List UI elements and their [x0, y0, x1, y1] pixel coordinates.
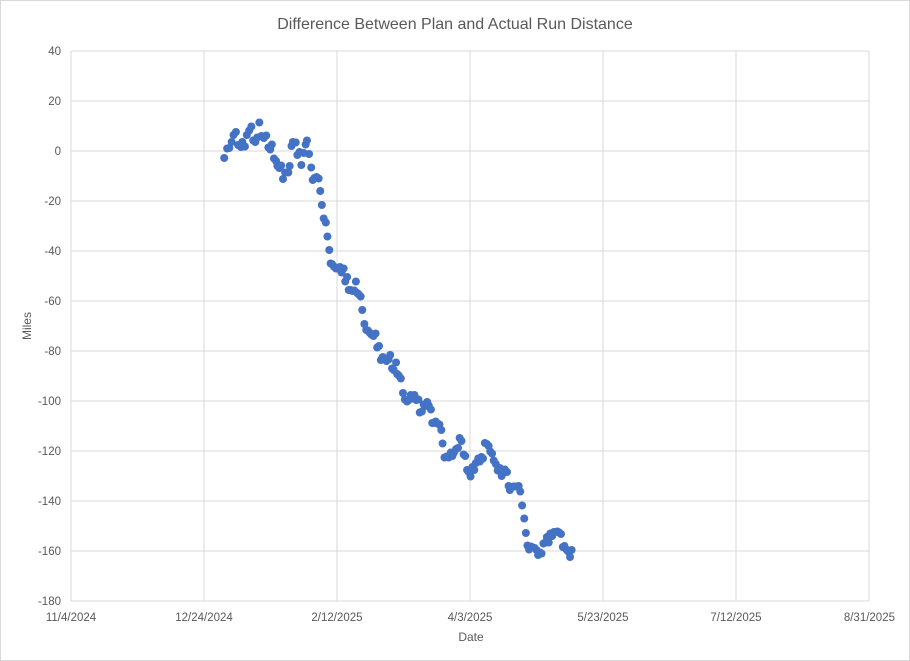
data-point	[316, 187, 325, 195]
data-point	[267, 140, 276, 149]
data-point	[262, 131, 271, 140]
y-axis-title: Miles	[20, 312, 34, 340]
y-tick-label: -180	[38, 596, 61, 608]
data-point	[375, 342, 384, 350]
data-point	[277, 161, 286, 170]
x-tick-label: 12/24/2024	[175, 612, 233, 624]
y-tick-label: 40	[48, 46, 61, 58]
data-point	[386, 351, 395, 359]
data-point	[556, 530, 565, 538]
data-point	[317, 201, 326, 209]
y-tick-label: 20	[48, 96, 61, 108]
data-point	[457, 437, 466, 445]
data-point	[426, 405, 435, 414]
data-point	[284, 168, 293, 177]
data-point	[438, 439, 447, 448]
data-point	[307, 163, 316, 172]
data-point	[502, 468, 511, 476]
data-point	[371, 329, 380, 338]
data-point	[255, 118, 264, 127]
data-point	[537, 549, 546, 558]
data-point	[488, 449, 497, 458]
y-tick-label: -100	[38, 396, 61, 408]
data-point	[285, 162, 294, 170]
data-point	[392, 358, 401, 367]
data-point	[360, 320, 369, 328]
data-point	[220, 154, 229, 162]
data-point	[521, 529, 530, 537]
data-point	[231, 128, 240, 136]
data-point	[396, 374, 405, 383]
x-tick-label: 4/3/2025	[448, 612, 493, 624]
data-point	[461, 452, 470, 460]
x-tick-label: 8/31/2025	[844, 612, 895, 624]
y-tick-label: -20	[44, 196, 61, 208]
data-point	[325, 246, 334, 254]
data-point	[225, 144, 234, 152]
data-point	[351, 277, 360, 286]
data-point	[343, 273, 352, 281]
data-point	[240, 142, 249, 151]
data-point	[479, 454, 488, 463]
data-point	[454, 444, 463, 452]
data-point	[544, 538, 553, 547]
data-point	[291, 138, 300, 147]
gridlines	[70, 50, 870, 602]
data-point	[398, 389, 407, 397]
data-point	[321, 218, 330, 227]
x-tick-label: 2/12/2025	[311, 612, 362, 624]
data-point	[323, 232, 332, 241]
x-tick-label: 7/12/2025	[710, 612, 761, 624]
data-point	[520, 514, 529, 523]
data-point	[247, 122, 256, 131]
x-tick-label: 11/4/2024	[46, 612, 97, 624]
data-point	[567, 546, 576, 554]
chart-title: Difference Between Plan and Actual Run D…	[277, 16, 633, 33]
data-point	[305, 150, 314, 158]
data-point	[302, 136, 311, 145]
x-axis-ticks: 11/4/2024 12/24/2024 2/12/2025 4/3/2025 5/23…	[46, 612, 895, 624]
x-axis-title: Date	[458, 630, 484, 644]
data-point	[566, 553, 575, 561]
data-point	[518, 501, 527, 510]
x-tick-label: 5/23/2025	[577, 612, 628, 624]
data-point	[227, 138, 236, 146]
data-point	[358, 306, 367, 314]
y-tick-label: -140	[38, 496, 61, 508]
data-point	[356, 292, 365, 301]
data-point	[470, 466, 479, 474]
y-tick-label: 0	[55, 146, 61, 158]
y-tick-label: -60	[44, 296, 61, 308]
y-tick-label: -160	[38, 546, 61, 558]
data-point	[414, 395, 423, 404]
data-point	[314, 174, 323, 183]
data-point	[437, 426, 446, 434]
y-axis-ticks: 40 20 0 -20 -40 -60 -80 -100 -120 -140 -160 -180	[38, 46, 61, 608]
data-point	[466, 472, 475, 481]
data-point	[339, 264, 348, 273]
data-point	[297, 161, 306, 169]
y-tick-label: -120	[38, 446, 61, 458]
y-tick-label: -80	[44, 346, 61, 358]
y-tick-label: -40	[44, 246, 61, 258]
data-points	[220, 118, 576, 561]
data-point	[516, 487, 525, 496]
data-point	[279, 175, 288, 183]
